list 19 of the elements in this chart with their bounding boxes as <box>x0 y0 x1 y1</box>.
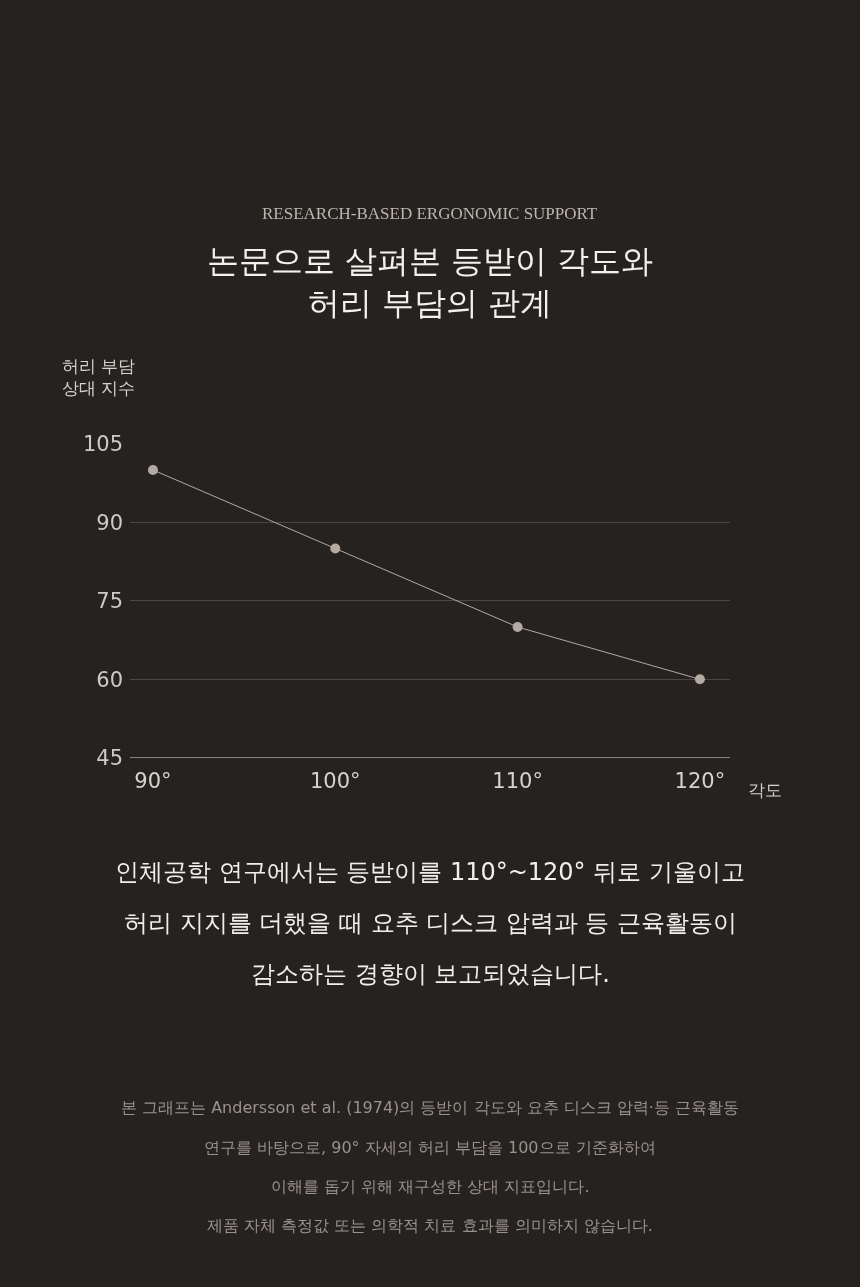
x-tick-label: 90° <box>134 768 172 793</box>
x-tick-label: 100° <box>309 768 361 793</box>
y-tick-label: 105 <box>82 432 123 457</box>
y-tick-label: 90 <box>96 510 123 535</box>
chart-subtitle: RESEARCH-BASED ERGONOMIC SUPPORT <box>262 204 598 223</box>
y-tick-label: 45 <box>96 746 123 771</box>
x-tick-label: 120° <box>674 768 726 793</box>
chart-title: 논문으로 살펴본 등받이 각도와 허리 부담의 관계 <box>206 242 654 322</box>
point <box>330 543 341 554</box>
point <box>694 674 705 685</box>
text: 인체공학 연구에서는 등받이를 110°~120° 뒤로 기울이고 허리 지지를 더했을 때 요추 디스크 압력과 등 근육활동이 감소하는 경향이 보고되었습니다. <box>115 858 745 988</box>
point <box>147 464 158 475</box>
text: 본 그래프는 Andersson et al. (1974)의 등받이 각도와 요추 디스크 압력·등 근육활동 연구를 바탕으로, 90° 자세의 허리 부담을 100으로 기준화하여 이해를 돕기 위해 재구성한 상대 지표입니다. 제품 자체 측정값 또는 의학적 치료 효과를 의미하지 않습니다. <box>121 1098 739 1235</box>
point <box>512 621 523 632</box>
x-axis-title: 각도 <box>748 780 782 800</box>
y-tick-label: 60 <box>96 667 123 692</box>
y-tick-label: 75 <box>96 589 123 614</box>
x-tick-label: 110° <box>492 768 543 793</box>
y-axis-title: 허리 부담 상대 지수 <box>62 356 136 399</box>
